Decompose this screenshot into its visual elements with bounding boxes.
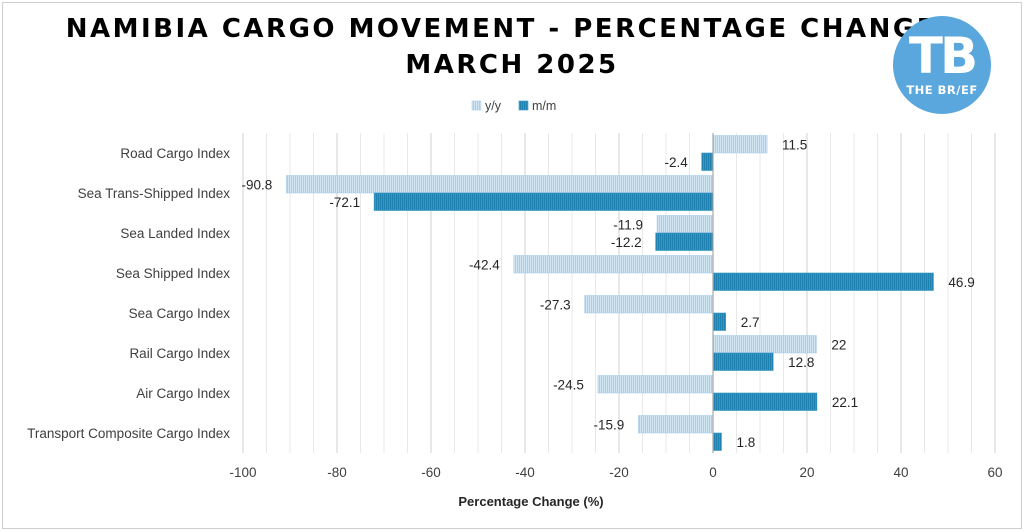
legend-swatch bbox=[518, 100, 529, 111]
x-tick-label: -20 bbox=[609, 465, 629, 480]
data-label: 46.9 bbox=[948, 275, 974, 290]
category-label: Road Cargo Index bbox=[120, 146, 230, 161]
bar-yy bbox=[513, 255, 714, 274]
bar-mm bbox=[701, 152, 714, 171]
x-axis-label: Percentage Change (%) bbox=[458, 494, 603, 509]
bar-mm bbox=[712, 352, 774, 371]
legend-swatch bbox=[471, 100, 482, 111]
category-label: Transport Composite Cargo Index bbox=[27, 426, 230, 441]
data-label: -72.1 bbox=[329, 195, 360, 210]
x-tick-labels: -100 -80 -60 -40 -20 0 20 40 60 bbox=[229, 465, 1002, 480]
category-label: Air Cargo Index bbox=[136, 386, 230, 401]
x-tick-label: 40 bbox=[893, 465, 908, 480]
data-label: -11.9 bbox=[613, 217, 643, 232]
x-tick-label: -60 bbox=[421, 465, 441, 480]
bar-mm bbox=[373, 192, 714, 211]
category-label: Sea Trans-Shipped Index bbox=[78, 186, 231, 201]
x-tick-label: -80 bbox=[327, 465, 347, 480]
category-label: Sea Landed Index bbox=[120, 226, 230, 241]
data-labels: 11.5 -2.4 -90.8 -72.1 -11.9 -12.2 -42.4 46.9 -27… bbox=[241, 137, 974, 450]
bar-mm bbox=[712, 312, 726, 331]
bar-yy bbox=[712, 135, 768, 154]
data-label: -24.5 bbox=[553, 377, 584, 392]
bar-yy bbox=[712, 335, 817, 354]
legend-label: m/m bbox=[532, 99, 556, 113]
bar-yy bbox=[656, 215, 714, 234]
bar-mm bbox=[712, 272, 934, 291]
x-tick-label: -40 bbox=[515, 465, 535, 480]
data-label: 2.7 bbox=[741, 315, 760, 330]
bar-mm bbox=[712, 432, 722, 451]
legend: y/y m/m bbox=[471, 99, 556, 113]
category-labels: Road Cargo Index Sea Trans-Shipped Index S… bbox=[27, 146, 230, 441]
x-tick-label: 20 bbox=[799, 465, 814, 480]
bar-yy bbox=[637, 415, 714, 434]
bar-mm bbox=[712, 392, 818, 411]
data-label: -90.8 bbox=[241, 177, 272, 192]
logo-initials: TB bbox=[908, 27, 978, 85]
category-label: Rail Cargo Index bbox=[129, 346, 230, 361]
data-label: -42.4 bbox=[469, 257, 500, 272]
bar-yy bbox=[597, 375, 714, 394]
category-label: Sea Shipped Index bbox=[116, 266, 230, 281]
data-label: -15.9 bbox=[593, 417, 624, 432]
data-label: -2.4 bbox=[664, 155, 688, 170]
data-label: 22.1 bbox=[832, 395, 858, 410]
chart-title-line-2: MARCH 2025 bbox=[405, 50, 619, 80]
category-label: Sea Cargo Index bbox=[129, 306, 231, 321]
data-label: 1.8 bbox=[736, 435, 755, 450]
data-label: -12.2 bbox=[611, 235, 642, 250]
data-label: -27.3 bbox=[540, 297, 571, 312]
legend-label: y/y bbox=[485, 99, 502, 113]
x-tick-label: -100 bbox=[229, 465, 256, 480]
bar-yy bbox=[285, 175, 714, 194]
x-tick-label: 0 bbox=[709, 465, 717, 480]
the-brief-logo: TB THE BR/EF bbox=[893, 16, 991, 114]
bar-yy bbox=[584, 295, 714, 314]
bar-mm bbox=[655, 232, 714, 251]
logo-name: THE BR/EF bbox=[906, 83, 978, 97]
data-label: 12.8 bbox=[788, 355, 814, 370]
data-label: 11.5 bbox=[782, 137, 807, 152]
bars bbox=[285, 135, 934, 451]
chart-title-line-1: NAMIBIA CARGO MOVEMENT - PERCENTAGE CHAN… bbox=[65, 14, 959, 44]
x-tick-label: 60 bbox=[987, 465, 1002, 480]
data-label: 22 bbox=[831, 337, 846, 352]
